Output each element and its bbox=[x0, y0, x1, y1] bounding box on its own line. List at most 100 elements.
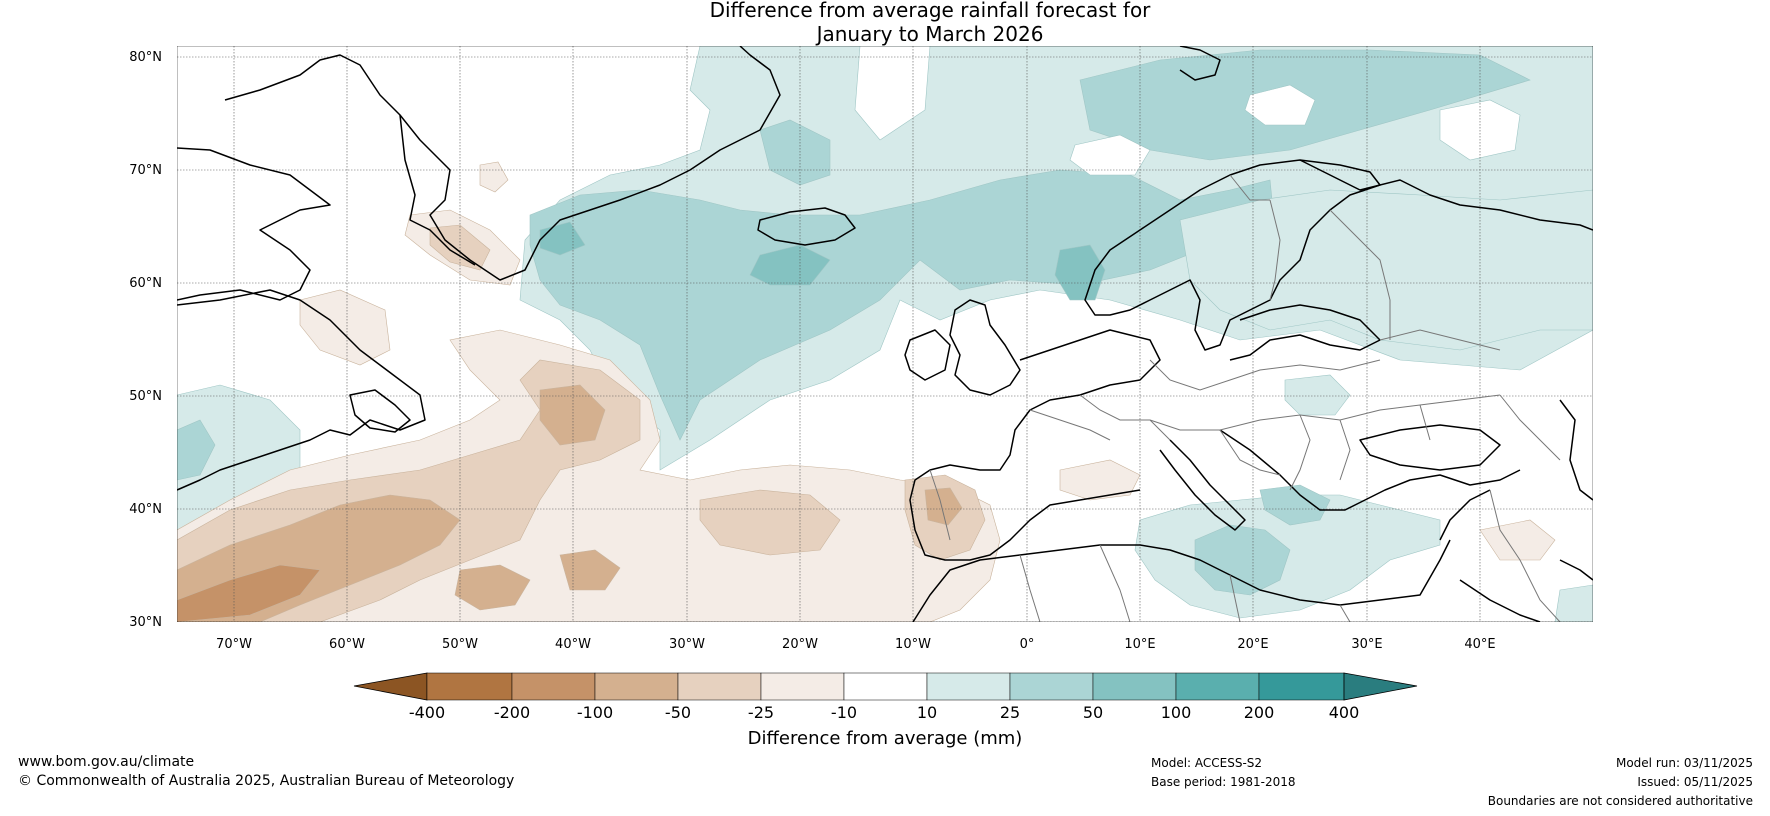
colorbar: -400 -200 -100 -50 -25 -10 10 25 50 100 … bbox=[353, 672, 1418, 722]
dry-region-iberia-core bbox=[924, 487, 963, 526]
coastline-caspian bbox=[1559, 399, 1593, 501]
wet-region-east-mediterranean-corner bbox=[1554, 584, 1593, 622]
coastline-svalbard bbox=[1179, 46, 1221, 81]
colorbar-tick: -100 bbox=[577, 703, 613, 722]
coastline-greenland bbox=[224, 46, 781, 281]
colorbar-bin bbox=[1092, 672, 1177, 701]
coastline-red-sea bbox=[1459, 579, 1541, 622]
coastline-ireland bbox=[904, 329, 951, 381]
coastline-black-sea bbox=[1359, 424, 1501, 471]
lat-label: 50°N bbox=[129, 389, 162, 404]
lat-label: 30°N bbox=[129, 615, 162, 630]
lat-label: 40°N bbox=[129, 502, 162, 517]
colorbar-tick: 100 bbox=[1161, 703, 1192, 722]
colorbar-tick: -400 bbox=[409, 703, 445, 722]
colorbar-tick-labels: -400 -200 -100 -50 -25 -10 10 25 50 100 … bbox=[409, 703, 1359, 722]
colorbar-tick: -50 bbox=[665, 703, 691, 722]
coastline-british-isles bbox=[949, 299, 1021, 396]
wet-region-adriatic bbox=[1284, 374, 1351, 416]
colorbar-tick: 200 bbox=[1244, 703, 1275, 722]
colorbar-tick: 10 bbox=[917, 703, 937, 722]
lon-label: 10°W bbox=[895, 637, 931, 652]
colorbar-bin bbox=[677, 672, 762, 701]
coastline-western-europe bbox=[909, 329, 1161, 561]
dry-region-south-atlantic-core bbox=[454, 564, 531, 611]
lon-label: 50°W bbox=[442, 637, 478, 652]
latitude-labels: 80°N 70°N 60°N 50°N 40°N 30°N bbox=[129, 50, 162, 630]
colorbar-tick: 25 bbox=[1000, 703, 1020, 722]
coastline-persian-gulf bbox=[1559, 559, 1593, 581]
dry-region-labrador bbox=[299, 289, 391, 366]
rainfall-anomaly-field bbox=[177, 46, 1593, 622]
dry-region-mid-atlantic-core bbox=[539, 384, 606, 446]
coastline-baltic bbox=[1229, 304, 1381, 361]
colorbar-bin bbox=[1009, 672, 1094, 701]
colorbar-bin bbox=[843, 672, 928, 701]
colorbar-tick: 50 bbox=[1083, 703, 1103, 722]
coastline-newfoundland bbox=[349, 389, 411, 433]
lat-label: 70°N bbox=[129, 163, 162, 178]
wet-region-denmark-strait bbox=[759, 119, 831, 186]
dry-anomaly-regions bbox=[177, 161, 1556, 622]
coastline-scandinavia bbox=[1084, 159, 1381, 351]
country-borders bbox=[929, 174, 1561, 622]
colorbar-arrow-above bbox=[1343, 672, 1418, 701]
lat-label: 80°N bbox=[129, 50, 162, 65]
wet-region-ionian-core bbox=[1194, 524, 1291, 596]
longitude-labels: 70°W 60°W 50°W 40°W 30°W 20°W 10°W 0° 10… bbox=[216, 637, 1496, 652]
lat-label: 60°N bbox=[129, 276, 162, 291]
boundaries-disclaimer: Boundaries are not considered authoritat… bbox=[1487, 794, 1753, 808]
lon-label: 30°W bbox=[669, 637, 705, 652]
wet-region-labrador-sea-core bbox=[539, 221, 586, 256]
colorbar-bin bbox=[594, 672, 679, 701]
dry-region-mediterranean bbox=[1059, 459, 1141, 501]
coastline-north-africa bbox=[912, 539, 1451, 622]
near-normal-svalbard-south bbox=[1069, 134, 1151, 176]
lon-label: 40°W bbox=[555, 637, 591, 652]
wet-region-greenland-iceland-core bbox=[529, 169, 1276, 441]
lon-label: 20°W bbox=[782, 637, 818, 652]
dry-region-azores bbox=[699, 489, 841, 556]
dry-region-southeast-core bbox=[559, 549, 621, 591]
colorbar-bin bbox=[760, 672, 845, 701]
near-normal-spitsbergen bbox=[1244, 84, 1316, 126]
colorbar-bin bbox=[426, 672, 513, 701]
base-period: Base period: 1981-2018 bbox=[1151, 775, 1296, 789]
map-title: Difference from average rainfall forecas… bbox=[0, 0, 1770, 46]
colorbar-bin bbox=[1258, 672, 1345, 701]
coastline-canadian-arctic bbox=[177, 147, 331, 301]
lon-label: 10°E bbox=[1124, 637, 1155, 652]
title-line-2: January to March 2026 bbox=[816, 22, 1044, 46]
lon-label: 70°W bbox=[216, 637, 252, 652]
website-link[interactable]: www.bom.gov.au/climate bbox=[18, 754, 195, 770]
coastline-finland-russia bbox=[1299, 159, 1593, 231]
dry-region-levant bbox=[1479, 519, 1556, 561]
coastline-iceland bbox=[757, 207, 856, 246]
lon-label: 0° bbox=[1020, 637, 1035, 652]
wet-region-nova-scotia-core bbox=[177, 419, 216, 481]
colorbar-tick: -200 bbox=[494, 703, 530, 722]
lon-label: 40°E bbox=[1464, 637, 1495, 652]
lon-label: 20°E bbox=[1237, 637, 1268, 652]
lon-label: 60°W bbox=[329, 637, 365, 652]
wet-region-aegean bbox=[1259, 484, 1331, 526]
colorbar-label: Difference from average (mm) bbox=[747, 728, 1023, 749]
title-line-1: Difference from average rainfall forecas… bbox=[709, 0, 1151, 22]
colorbar-bin bbox=[1175, 672, 1260, 701]
coastline-levant bbox=[1439, 489, 1491, 541]
coastline-labrador bbox=[177, 289, 426, 491]
colorbar-tick: -10 bbox=[831, 703, 857, 722]
colorbar-bin bbox=[926, 672, 1011, 701]
lon-label: 30°E bbox=[1351, 637, 1382, 652]
copyright-text: © Commonwealth of Australia 2025, Austra… bbox=[18, 773, 515, 789]
colorbar-tick: 400 bbox=[1329, 703, 1360, 722]
colorbar-tick: -25 bbox=[748, 703, 774, 722]
model-name: Model: ACCESS-S2 bbox=[1151, 756, 1263, 770]
near-normal-greenland-sea bbox=[854, 46, 931, 141]
coastlines bbox=[177, 46, 1593, 622]
dry-region-denmark-strait-speck bbox=[479, 161, 509, 193]
colorbar-bin bbox=[511, 672, 596, 701]
coastline-italy bbox=[1159, 439, 1246, 531]
wet-region-norwegian-sea-core bbox=[1054, 244, 1106, 301]
